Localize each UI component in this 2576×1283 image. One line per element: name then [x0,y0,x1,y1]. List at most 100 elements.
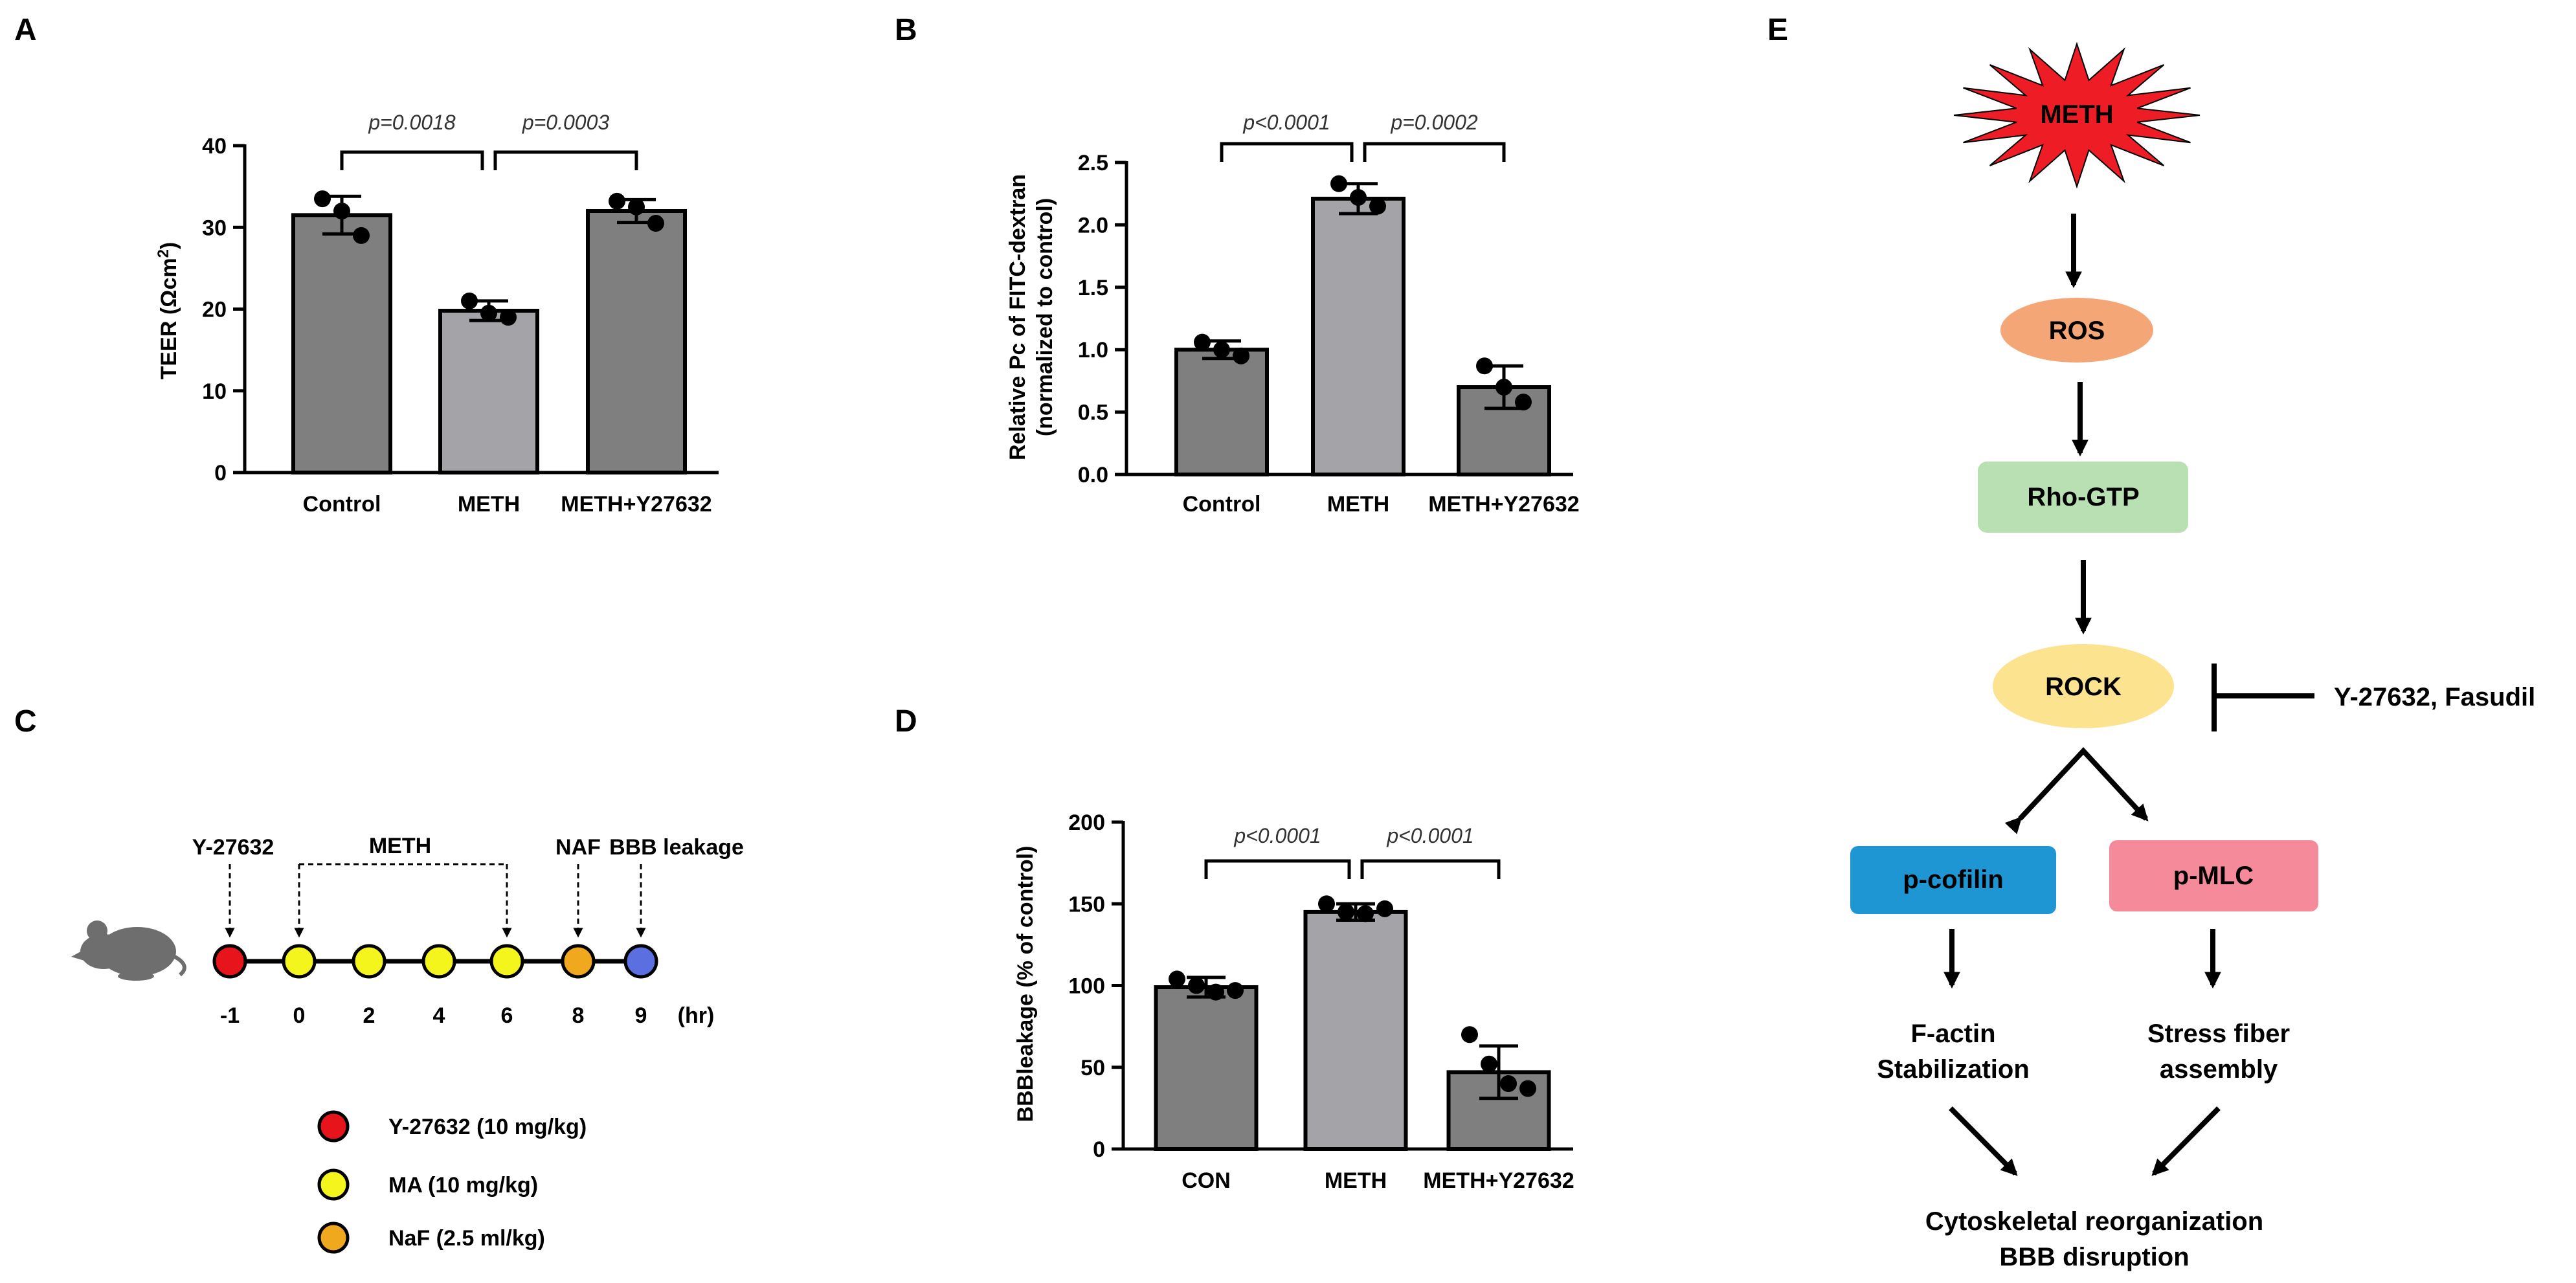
chart-d-category-label: METH+Y27632 [1423,1168,1574,1193]
pathway-rho: Rho-GTP [2027,483,2139,511]
chart-a-data-point [333,203,350,219]
chart-d-ytick-label: 200 [1068,810,1105,835]
chart-a-ytick-label: 0 [214,461,227,485]
rock-node [1993,644,2174,728]
ros-node [2000,298,2153,363]
pathway-panel: METH ROS Rho-GTP ROCK Y-27632, Fasudil p… [1850,41,2535,1271]
pathway-inhibitor: Y-27632, Fasudil [2334,683,2535,711]
timeline-tick-label: 2 [363,1003,375,1028]
chart-b-data-point [1515,394,1532,411]
chart-d-bar [1154,985,1259,1152]
chart-b-data-point [1194,333,1211,351]
chart-a-bar [586,209,687,474]
chart-d-ytick-label: 100 [1068,974,1105,999]
chart-b-p-value: p<0.0001 [1242,111,1330,134]
pathway-cofilin: p-cofilin [1903,865,2004,894]
pathway-stress-2: assembly [2160,1055,2278,1084]
panel-label-b: B [895,13,917,47]
chart-b-ytick-label: 0.5 [1078,401,1108,425]
chart-b-category-label: Control [1183,492,1261,517]
pathway-rock: ROCK [2045,673,2122,701]
legend-label: NaF (2.5 ml/kg) [388,1226,545,1251]
pathway-outcome-2: BBB disruption [1999,1243,2189,1271]
chart-b-category-label: METH+Y27632 [1428,492,1579,517]
chart-d-data-point [1481,1055,1497,1073]
timeline-label-bbb: BBB leakage [609,835,744,860]
chart-b-data-point [1233,347,1249,364]
meth-burst-icon [1953,41,2201,189]
timeline-label-meth: METH [369,834,431,858]
chart-a-ytick-label: 10 [202,379,227,404]
legend-dot-yellow [317,1168,350,1201]
timeline-tick-label: -1 [220,1003,240,1028]
timeline-tick-label: 4 [433,1003,445,1028]
timeline-tick-label: 6 [501,1003,513,1028]
chart-d-p-value: p<0.0001 [1233,824,1321,847]
chart-a-category-label: METH+Y27632 [561,492,711,517]
timeline-label-y27632: Y-27632 [192,835,274,860]
chart-a-ytick-label: 30 [202,216,227,240]
chart-b-ytick-label: 2.0 [1078,213,1108,238]
chart-d-ytick-label: 50 [1081,1056,1105,1080]
chart-b: 0.0 0.5 1.0 1.5 2.0 2.5 Control METH METH+Y27632… [1078,111,1580,517]
chart-b-ytick-label: 1.5 [1078,276,1108,300]
chart-a-data-point [500,309,517,326]
chart-a-data-point [609,192,625,210]
timeline-dot-yellow [489,944,524,979]
panel-label-a: A [14,13,37,47]
chart-b-data-point [1369,197,1386,215]
chart-d-data-point [1461,1026,1478,1043]
chart-d-data-point [1318,895,1335,913]
chart-a-category-label: METH [458,492,520,517]
chart-d-data-point [1169,970,1185,988]
chart-d-category-label: METH [1325,1168,1387,1193]
chart-b-ylabel-line1: Relative Pc of FITC-dextran [1005,174,1030,460]
timeline-tick-label: 8 [572,1003,585,1028]
chart-d-category-label: CON [1182,1168,1231,1193]
chart-b-bar [1174,348,1269,477]
legend-label: Y-27632 (10 mg/kg) [388,1115,587,1139]
chart-d-data-point [1188,977,1205,994]
chart-d-ytick-label: 0 [1093,1137,1105,1162]
panel-label-c: C [14,704,37,739]
chart-d-p-value: p<0.0001 [1386,824,1473,847]
chart-b-ytick-label: 2.5 [1078,151,1108,175]
chart-a-ytick-label: 40 [202,134,227,159]
chart-b-data-point [1330,175,1347,192]
chart-d-data-point [1519,1080,1536,1097]
legend-dot-orange [317,1222,350,1254]
chart-d: 0 50 100 150 200 CON METH METH+Y27632 p<0.0001 p<… [1068,810,1574,1193]
timeline-dashes [225,863,646,938]
timeline-dot-yellow [282,944,317,979]
chart-a-data-point [480,304,497,322]
timeline-dot-red [212,944,247,979]
chart-b-p-value: p=0.0002 [1390,111,1478,134]
chart-a-p-value: p=0.0018 [368,111,456,134]
pathway-outcome-1: Cytoskeletal reorganization [1925,1207,2263,1236]
chart-b-data-point [1350,188,1367,206]
timeline-dot-blue [623,944,658,979]
pathway-ros: ROS [2049,317,2105,345]
chart-b-bracket [1220,142,1354,162]
chart-b-ylabel-line2: (normalized to control) [1033,198,1057,436]
pathway-arrows [1943,214,2221,1176]
chart-a-bar [438,309,539,474]
timeline-dot-yellow [421,944,456,979]
chart-d-data-point [1376,900,1393,917]
chart-a-bracket [340,150,484,170]
chart-d-bar [1303,909,1408,1151]
pathway-meth: METH [2040,100,2113,129]
chart-a-data-point [628,198,645,216]
chart-d-data-point [1207,983,1224,1001]
chart-d-data-point [1500,1075,1517,1092]
chart-d-data-point [1357,905,1374,922]
chart-d-data-point [1227,982,1244,999]
timeline-panel: -1 0 2 4 6 8 9 Y-27632 METH NAF BBB leakage (h… [71,834,744,1254]
chart-b-bracket [1363,142,1506,162]
chart-a: 0 10 20 30 40 Control METH METH+Y27632 p=0.0018 p… [202,111,719,517]
chart-b-data-point [1213,341,1230,359]
chart-b-data-point [1476,357,1493,375]
chart-a-data-point [461,292,478,309]
chart-a-bracket [493,150,638,170]
chart-d-ylabel: BBBleakage (% of control) [1013,846,1038,1122]
